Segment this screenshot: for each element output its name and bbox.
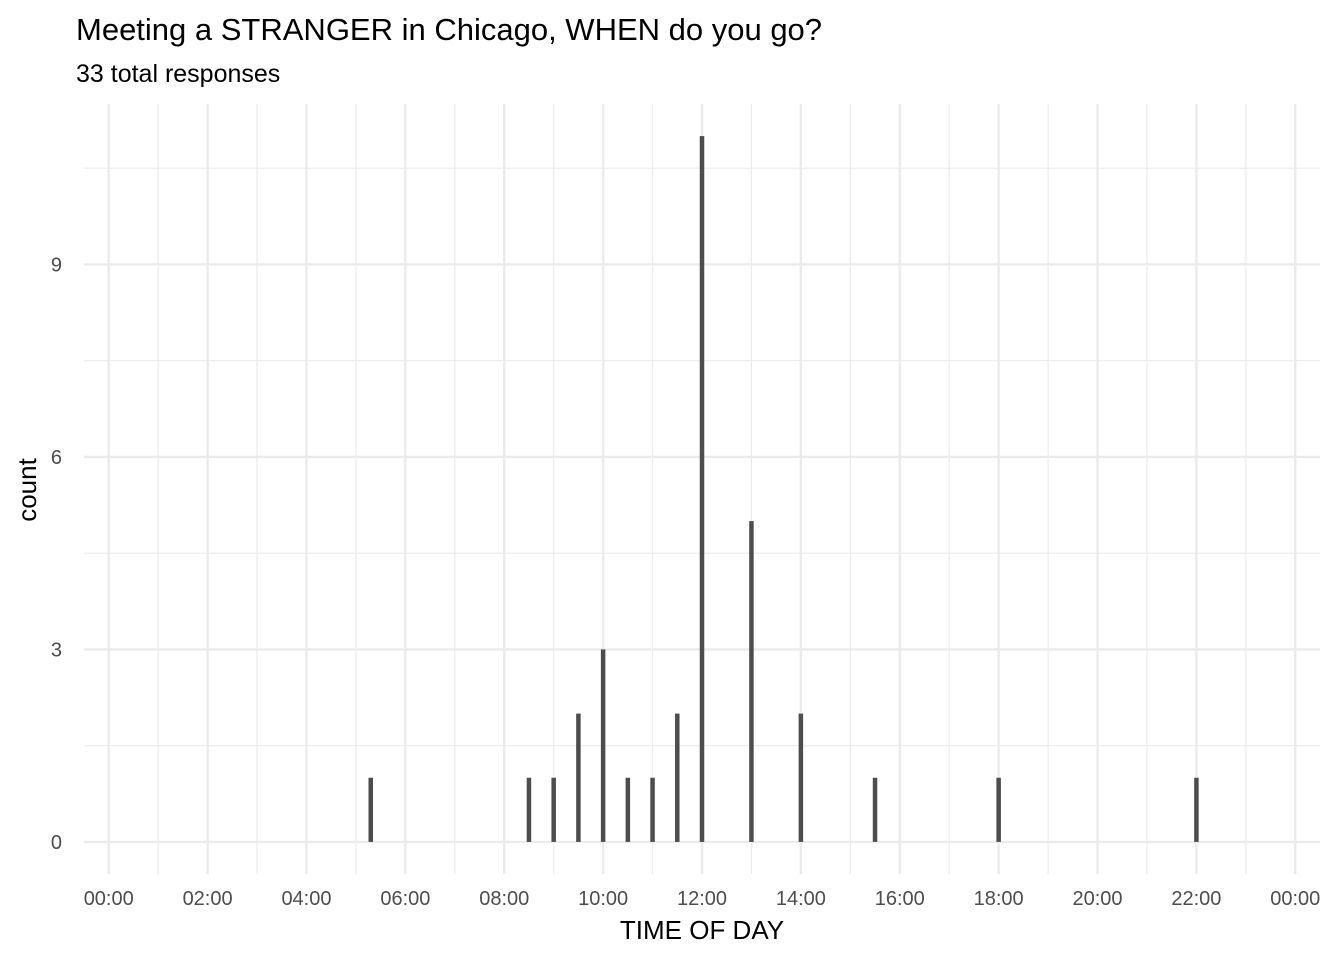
x-tick-label: 12:00: [677, 888, 727, 910]
bar: [872, 777, 878, 842]
x-tick-label: 08:00: [479, 888, 529, 910]
bar: [675, 713, 680, 842]
bar: [526, 777, 532, 842]
y-tick-label: 3: [51, 639, 62, 661]
bar: [650, 777, 655, 842]
x-tick-label: 16:00: [875, 888, 925, 910]
y-tick-label: 0: [51, 832, 62, 854]
x-tick-label: 00:00: [1270, 888, 1320, 910]
x-tick-label: 14:00: [776, 888, 826, 910]
bar: [576, 713, 581, 842]
x-tick-label: 20:00: [1072, 888, 1122, 910]
y-axis-ticks: 0 3 6 9: [51, 254, 62, 854]
x-tick-label: 18:00: [974, 888, 1024, 910]
chart-title: Meeting a STRANGER in Chicago, WHEN do y…: [76, 12, 822, 47]
x-axis-title: TIME OF DAY: [620, 915, 784, 945]
bars: [368, 136, 1199, 842]
x-tick-label: 22:00: [1171, 888, 1221, 910]
y-tick-label: 6: [51, 447, 62, 469]
x-tick-label: 10:00: [578, 888, 628, 910]
y-tick-label: 9: [51, 254, 62, 276]
x-tick-label: 00:00: [84, 888, 134, 910]
bar: [368, 777, 374, 842]
x-axis-ticks: 00:00 02:00 04:00 06:00 08:00 10:00 12:00 14:00…: [84, 888, 1321, 910]
bar: [996, 777, 1001, 842]
bar: [798, 713, 804, 842]
bar: [625, 777, 631, 842]
bar: [1194, 777, 1199, 842]
bar: [600, 649, 606, 842]
bar: [551, 777, 556, 842]
chart-subtitle: 33 total responses: [76, 60, 280, 88]
x-tick-label: 02:00: [183, 888, 233, 910]
x-tick-label: 04:00: [281, 888, 331, 910]
bar: [749, 521, 754, 842]
y-axis-title: count: [12, 457, 42, 521]
bar: [699, 136, 705, 842]
x-tick-label: 06:00: [380, 888, 430, 910]
